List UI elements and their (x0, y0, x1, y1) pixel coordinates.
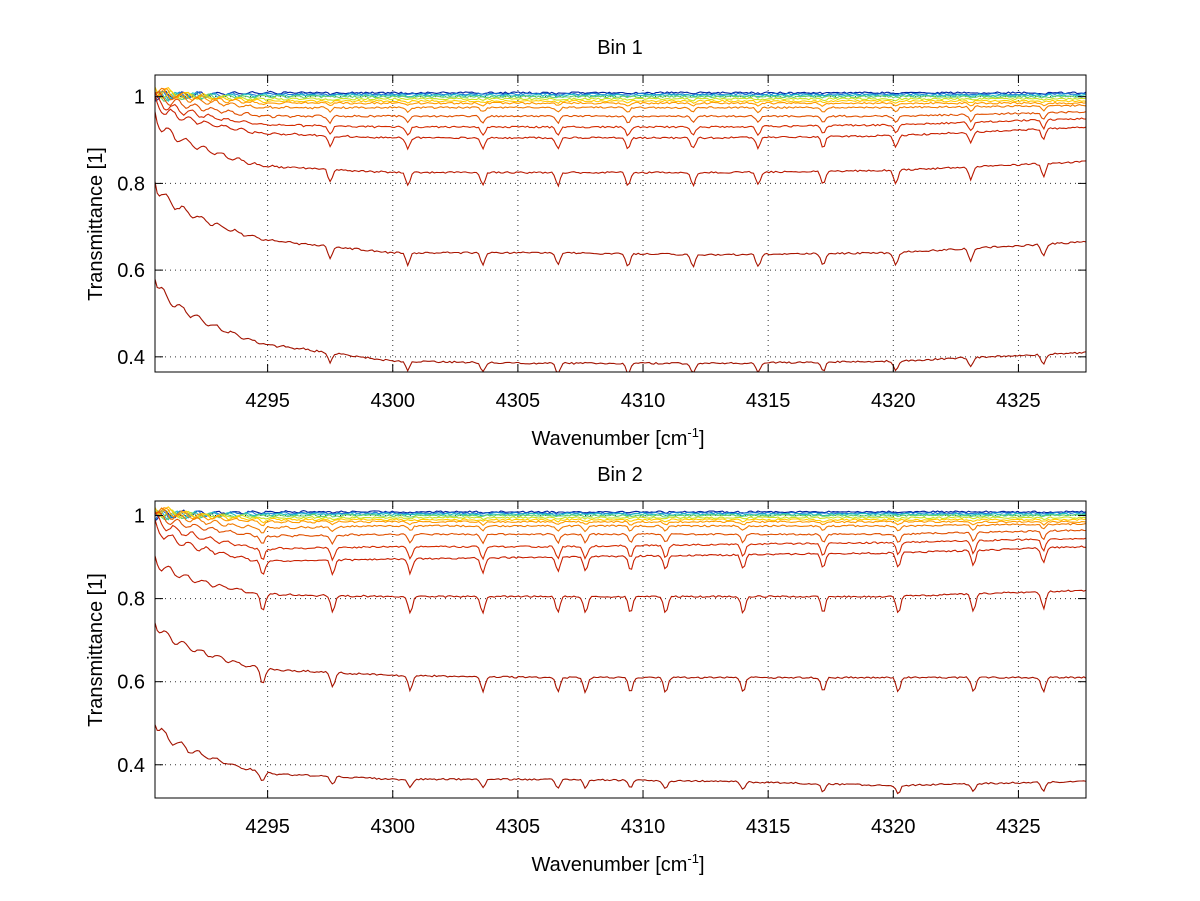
x-axis-label-main: Wavenumber [cm (531, 854, 687, 876)
series-layer (155, 506, 1086, 795)
ticks-layer: 4295 4300 4305 4310 4315 4320 4325 0.4 0.6 0.8 1 (117, 75, 1086, 412)
y-tick-label: 0.6 (117, 260, 145, 282)
x-tick-label: 4305 (496, 390, 541, 412)
x-tick-label: 4295 (245, 390, 290, 412)
y-tick-label: 0.6 (117, 672, 145, 694)
x-tick-label: 4325 (996, 390, 1041, 412)
series-line-s7 (155, 87, 1086, 114)
x-tick-label: 4325 (996, 816, 1041, 838)
y-tick-label: 1 (134, 506, 145, 528)
series-layer (155, 86, 1086, 372)
chart-panel-bin-1: Bin 1 4295 4300 4305 4310 4315 4320 4325 0.4 0.6… (85, 37, 1087, 450)
series-line-s11 (155, 509, 1086, 521)
ticks-layer: 4295 4300 4305 4310 4315 4320 4325 0.4 0.6 0.8 1 (117, 501, 1086, 838)
x-axis-label-main: Wavenumber [cm (531, 428, 687, 450)
y-tick-label: 0.8 (117, 173, 145, 195)
series-line-s2 (155, 622, 1086, 694)
series-line-s10 (155, 87, 1086, 102)
x-axis-label-close: ] (699, 428, 705, 450)
x-tick-label: 4295 (245, 816, 290, 838)
series-line-s10 (155, 507, 1086, 521)
x-axis-label-superscript: -1 (687, 425, 699, 440)
series-line-s1 (155, 724, 1086, 795)
series-line-s3 (155, 555, 1086, 615)
x-tick-label: 4310 (621, 390, 666, 412)
x-axis-label: Wavenumber [cm-1] (531, 425, 704, 450)
chart-title: Bin 2 (597, 464, 643, 486)
series-line-s8 (155, 507, 1086, 527)
axes-box (154, 74, 1087, 373)
y-axis-label: Transmittance [1] (85, 573, 107, 727)
series-line-s1 (155, 278, 1086, 372)
chart-title: Bin 1 (597, 37, 643, 59)
series-line-s2 (155, 181, 1086, 268)
x-tick-label: 4320 (871, 390, 916, 412)
series-line-s5 (155, 92, 1086, 137)
series-line-s9 (155, 506, 1086, 524)
y-tick-label: 0.4 (117, 755, 145, 777)
y-tick-label: 0.8 (117, 589, 145, 611)
y-tick-label: 1 (134, 87, 145, 109)
series-line-s6 (155, 511, 1086, 546)
series-line-s3 (155, 111, 1086, 188)
x-axis-label-close: ] (699, 854, 705, 876)
series-line-s11 (155, 91, 1086, 102)
chart-panel-bin-2: Bin 2 4295 4300 4305 4310 4315 4320 4325 0.4 0.6… (85, 464, 1087, 876)
series-line-s4 (155, 95, 1086, 151)
x-tick-label: 4320 (871, 816, 916, 838)
series-line-s4 (155, 519, 1086, 577)
series-line-s6 (155, 91, 1086, 125)
series-line-s7 (155, 507, 1086, 534)
y-axis-label: Transmittance [1] (85, 147, 107, 301)
x-tick-label: 4315 (746, 816, 791, 838)
series-line-s5 (155, 512, 1086, 562)
x-tick-label: 4300 (371, 816, 416, 838)
axes-box (154, 500, 1087, 799)
x-tick-label: 4300 (371, 390, 416, 412)
series-line-s9 (155, 86, 1086, 104)
y-tick-label: 0.4 (117, 347, 145, 369)
x-tick-label: 4310 (621, 816, 666, 838)
series-line-s8 (155, 87, 1086, 107)
x-axis-label: Wavenumber [cm-1] (531, 851, 704, 876)
x-axis-label-superscript: -1 (687, 851, 699, 866)
series-line-s12 (155, 510, 1086, 521)
x-tick-label: 4315 (746, 390, 791, 412)
x-tick-label: 4305 (496, 816, 541, 838)
